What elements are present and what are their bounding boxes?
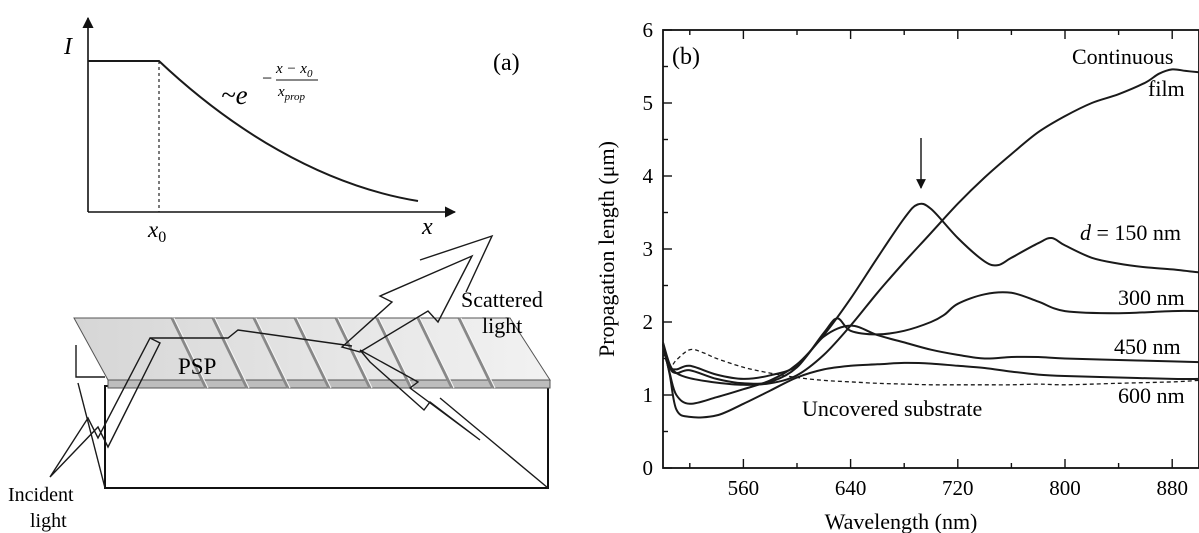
label-d600: 600 nm — [1118, 383, 1185, 408]
y-tick-label: 3 — [643, 237, 654, 261]
y-tick-label: 6 — [643, 18, 654, 42]
formula-denominator: xprop — [277, 84, 306, 103]
label-continuous: Continuous — [1072, 44, 1173, 69]
scattered-light-arrow-down — [359, 349, 481, 441]
formula-numerator: x − x0 — [275, 61, 313, 80]
intensity-axis-label: I — [63, 34, 73, 60]
substrate-edge-left — [75, 345, 105, 378]
series-line-uncovered-substrate — [662, 348, 1199, 386]
panel-b-series — [662, 68, 1199, 419]
incident-light-arrow — [49, 337, 161, 478]
panel-a-x-axis-label: x — [421, 214, 433, 240]
panel-b-chart: 560 640 720 800 880 0 1 2 3 4 5 6 Propagation lengt… — [594, 18, 1199, 533]
formula-base: ~e — [221, 80, 248, 110]
x-tick-label: 720 — [942, 476, 974, 500]
series-line-450-nm — [662, 324, 1199, 380]
scattered-light-arrow-up — [340, 254, 474, 353]
panel-b-x-axis-label: Wavelength (nm) — [825, 509, 978, 533]
scattered-label-line2: light — [482, 313, 522, 338]
series-line-d-150-nm — [662, 202, 1199, 405]
x-tick-label: 640 — [835, 476, 867, 500]
series-line-600-nm — [662, 343, 1199, 419]
x-tick-label: 880 — [1156, 476, 1188, 500]
psp-label: PSP — [178, 354, 216, 379]
psp-propagation-path — [150, 329, 353, 347]
label-uncovered: Uncovered substrate — [802, 396, 982, 421]
scattered-label-line1: Scattered — [461, 287, 543, 312]
incident-label-line1: Incident — [8, 484, 74, 506]
y-tick-label: 4 — [643, 164, 654, 188]
formula-minus: − — [262, 68, 272, 88]
y-tick-label: 1 — [643, 383, 654, 407]
psp-schematic: PSP Scattered light Incident light — [8, 234, 551, 532]
grating-stripes — [170, 317, 495, 389]
panel-a-label: (a) — [493, 50, 520, 76]
label-d450: 450 nm — [1114, 334, 1181, 359]
x-tick-label: 800 — [1049, 476, 1081, 500]
incident-label-line2: light — [30, 510, 67, 532]
x0-tick-label: x0 — [147, 217, 166, 246]
y-tick-label: 0 — [643, 456, 654, 480]
incident-beam-guide — [77, 382, 106, 489]
transmitted-beam-guide — [439, 397, 549, 489]
panel-b-ticks: 560 640 720 800 880 0 1 2 3 4 5 6 — [643, 18, 1188, 500]
decay-formula: ~e − x − x0 xprop — [221, 61, 318, 110]
series-line-continuous-film — [662, 68, 1199, 386]
y-tick-label: 2 — [643, 310, 654, 334]
panel-a-plot: I x (a) x0 ~e − x − x0 xprop — [63, 16, 520, 246]
substrate-block — [104, 385, 549, 489]
intensity-profile-curve — [88, 60, 419, 202]
label-d300: 300 nm — [1118, 285, 1185, 310]
x-tick-label: 560 — [728, 476, 760, 500]
label-film: film — [1148, 76, 1185, 101]
y-tick-label: 5 — [643, 91, 654, 115]
panel-b-y-axis-label: Propagation length (μm) — [594, 141, 619, 357]
panel-b-label: (b) — [672, 44, 700, 70]
label-d150: d = 150 nm — [1080, 220, 1181, 245]
scattered-arrow-head — [419, 234, 494, 293]
